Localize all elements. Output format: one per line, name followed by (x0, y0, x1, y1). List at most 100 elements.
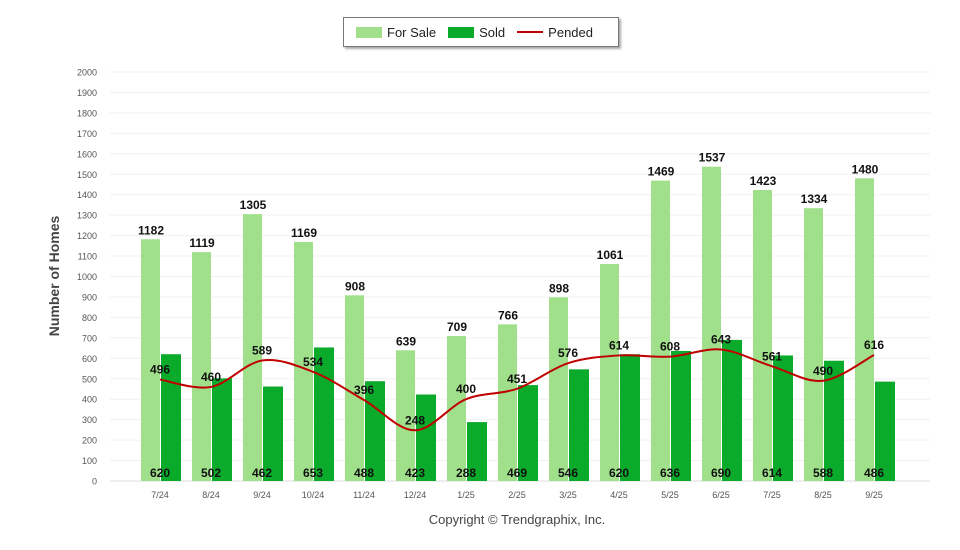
for-sale-data-label: 1169 (291, 226, 317, 240)
for-sale-bar (804, 208, 823, 481)
sold-bar (467, 422, 487, 481)
for-sale-bar (702, 166, 721, 481)
x-tick-label: 10/24 (302, 490, 325, 500)
sold-data-label: 288 (456, 466, 476, 480)
y-tick-label: 0 (92, 477, 97, 487)
copyright: Copyright © Trendgraphix, Inc. (428, 512, 606, 527)
y-tick-label: 100 (82, 456, 97, 466)
y-tick-label: 700 (82, 333, 97, 343)
pended-data-label: 589 (252, 344, 272, 358)
y-tick-label: 800 (82, 313, 97, 323)
y-tick-label: 1800 (77, 108, 97, 118)
legend-item-sold[interactable]: Sold (448, 25, 505, 40)
sold-bar (620, 354, 640, 481)
pended-data-label: 451 (507, 372, 527, 386)
pended-data-label: 490 (813, 364, 833, 378)
y-tick-label: 200 (82, 436, 97, 446)
pended-data-label: 614 (609, 338, 629, 352)
for-sale-data-label: 1537 (699, 151, 726, 165)
sold-bar (212, 378, 232, 481)
y-tick-label: 1600 (77, 149, 97, 159)
pended-data-label: 396 (354, 383, 374, 397)
sold-bar (314, 347, 334, 481)
x-tick-label: 6/25 (712, 490, 730, 500)
sold-data-label: 620 (150, 466, 170, 480)
for-sale-data-label: 1334 (801, 192, 828, 206)
for-sale-bar (651, 180, 670, 482)
sold-data-label: 620 (609, 466, 629, 480)
for-sale-data-label: 1182 (138, 223, 164, 237)
y-axis-title: Number of Homes (46, 216, 62, 337)
x-tick-label: 3/25 (559, 490, 577, 500)
for-sale-data-label: 1061 (597, 248, 624, 262)
for-sale-bar (600, 264, 619, 481)
for-sale-data-label: 709 (447, 320, 467, 334)
y-tick-label: 1400 (77, 190, 97, 200)
sold-data-label: 462 (252, 466, 272, 480)
x-tick-label: 11/24 (353, 490, 375, 500)
pended-data-label: 576 (558, 346, 578, 360)
y-tick-label: 400 (82, 395, 97, 405)
pended-data-label: 616 (864, 338, 884, 352)
for-sale-data-label: 1305 (240, 198, 267, 212)
x-tick-label: 9/25 (865, 490, 883, 500)
for-sale-bar (498, 324, 517, 481)
sold-bar (161, 354, 181, 481)
legend: For Sale Sold Pended (343, 17, 619, 47)
sold-data-label: 636 (660, 466, 680, 480)
for-sale-bar (396, 350, 415, 481)
legend-label: Sold (479, 24, 506, 40)
pended-data-label: 561 (762, 349, 782, 363)
for-sale-data-label: 1423 (750, 174, 777, 188)
y-tick-label: 2000 (77, 68, 97, 78)
legend-item-for-sale[interactable]: For Sale (356, 25, 436, 40)
for-sale-bar (549, 297, 568, 481)
x-tick-label: 8/25 (814, 490, 832, 500)
y-tick-label: 500 (82, 374, 97, 384)
for-sale-bar (243, 214, 262, 481)
pended-data-label: 496 (150, 363, 170, 377)
for-sale-bar (141, 239, 160, 481)
pended-data-label: 608 (660, 340, 680, 354)
sold-bar (722, 339, 742, 481)
y-tick-label: 1700 (77, 129, 97, 139)
y-tick-label: 300 (82, 415, 97, 425)
pended-line (159, 348, 875, 432)
sold-data-label: 502 (201, 466, 221, 480)
sold-bar (875, 381, 895, 481)
sold-bar (569, 369, 589, 481)
x-tick-label: 2/25 (508, 490, 526, 500)
legend-label: Pended (548, 24, 593, 40)
for-sale-data-label: 1480 (852, 162, 879, 176)
for-sale-data-label: 766 (498, 308, 518, 322)
sold-data-label: 653 (303, 466, 323, 480)
sold-bar (416, 394, 436, 481)
x-tick-label: 4/25 (610, 490, 628, 500)
x-tick-label: 12/24 (404, 490, 427, 500)
sold-bar (773, 355, 793, 481)
x-tick-label: 7/24 (151, 490, 169, 500)
sold-bar (365, 381, 385, 481)
pended-data-label: 643 (711, 333, 731, 347)
for-sale-swatch (356, 26, 382, 38)
sold-data-label: 488 (354, 466, 374, 480)
sold-bar (263, 386, 283, 481)
pended-data-label: 400 (456, 382, 476, 396)
legend-item-pended[interactable]: Pended (517, 25, 593, 40)
pended-data-label: 248 (405, 413, 425, 427)
y-tick-label: 1500 (77, 170, 97, 180)
sold-data-label: 469 (507, 466, 527, 480)
y-tick-label: 600 (82, 354, 97, 364)
for-sale-data-label: 1469 (648, 165, 675, 179)
y-tick-label: 1900 (77, 88, 97, 98)
sold-data-label: 690 (711, 466, 731, 480)
for-sale-bar (192, 252, 211, 481)
for-sale-bar (855, 178, 874, 481)
sold-data-label: 588 (813, 466, 833, 480)
sold-bar (824, 360, 844, 481)
sold-swatch (448, 26, 475, 38)
sold-data-label: 614 (762, 466, 782, 480)
for-sale-bar (294, 241, 313, 481)
sold-data-label: 546 (558, 466, 578, 480)
